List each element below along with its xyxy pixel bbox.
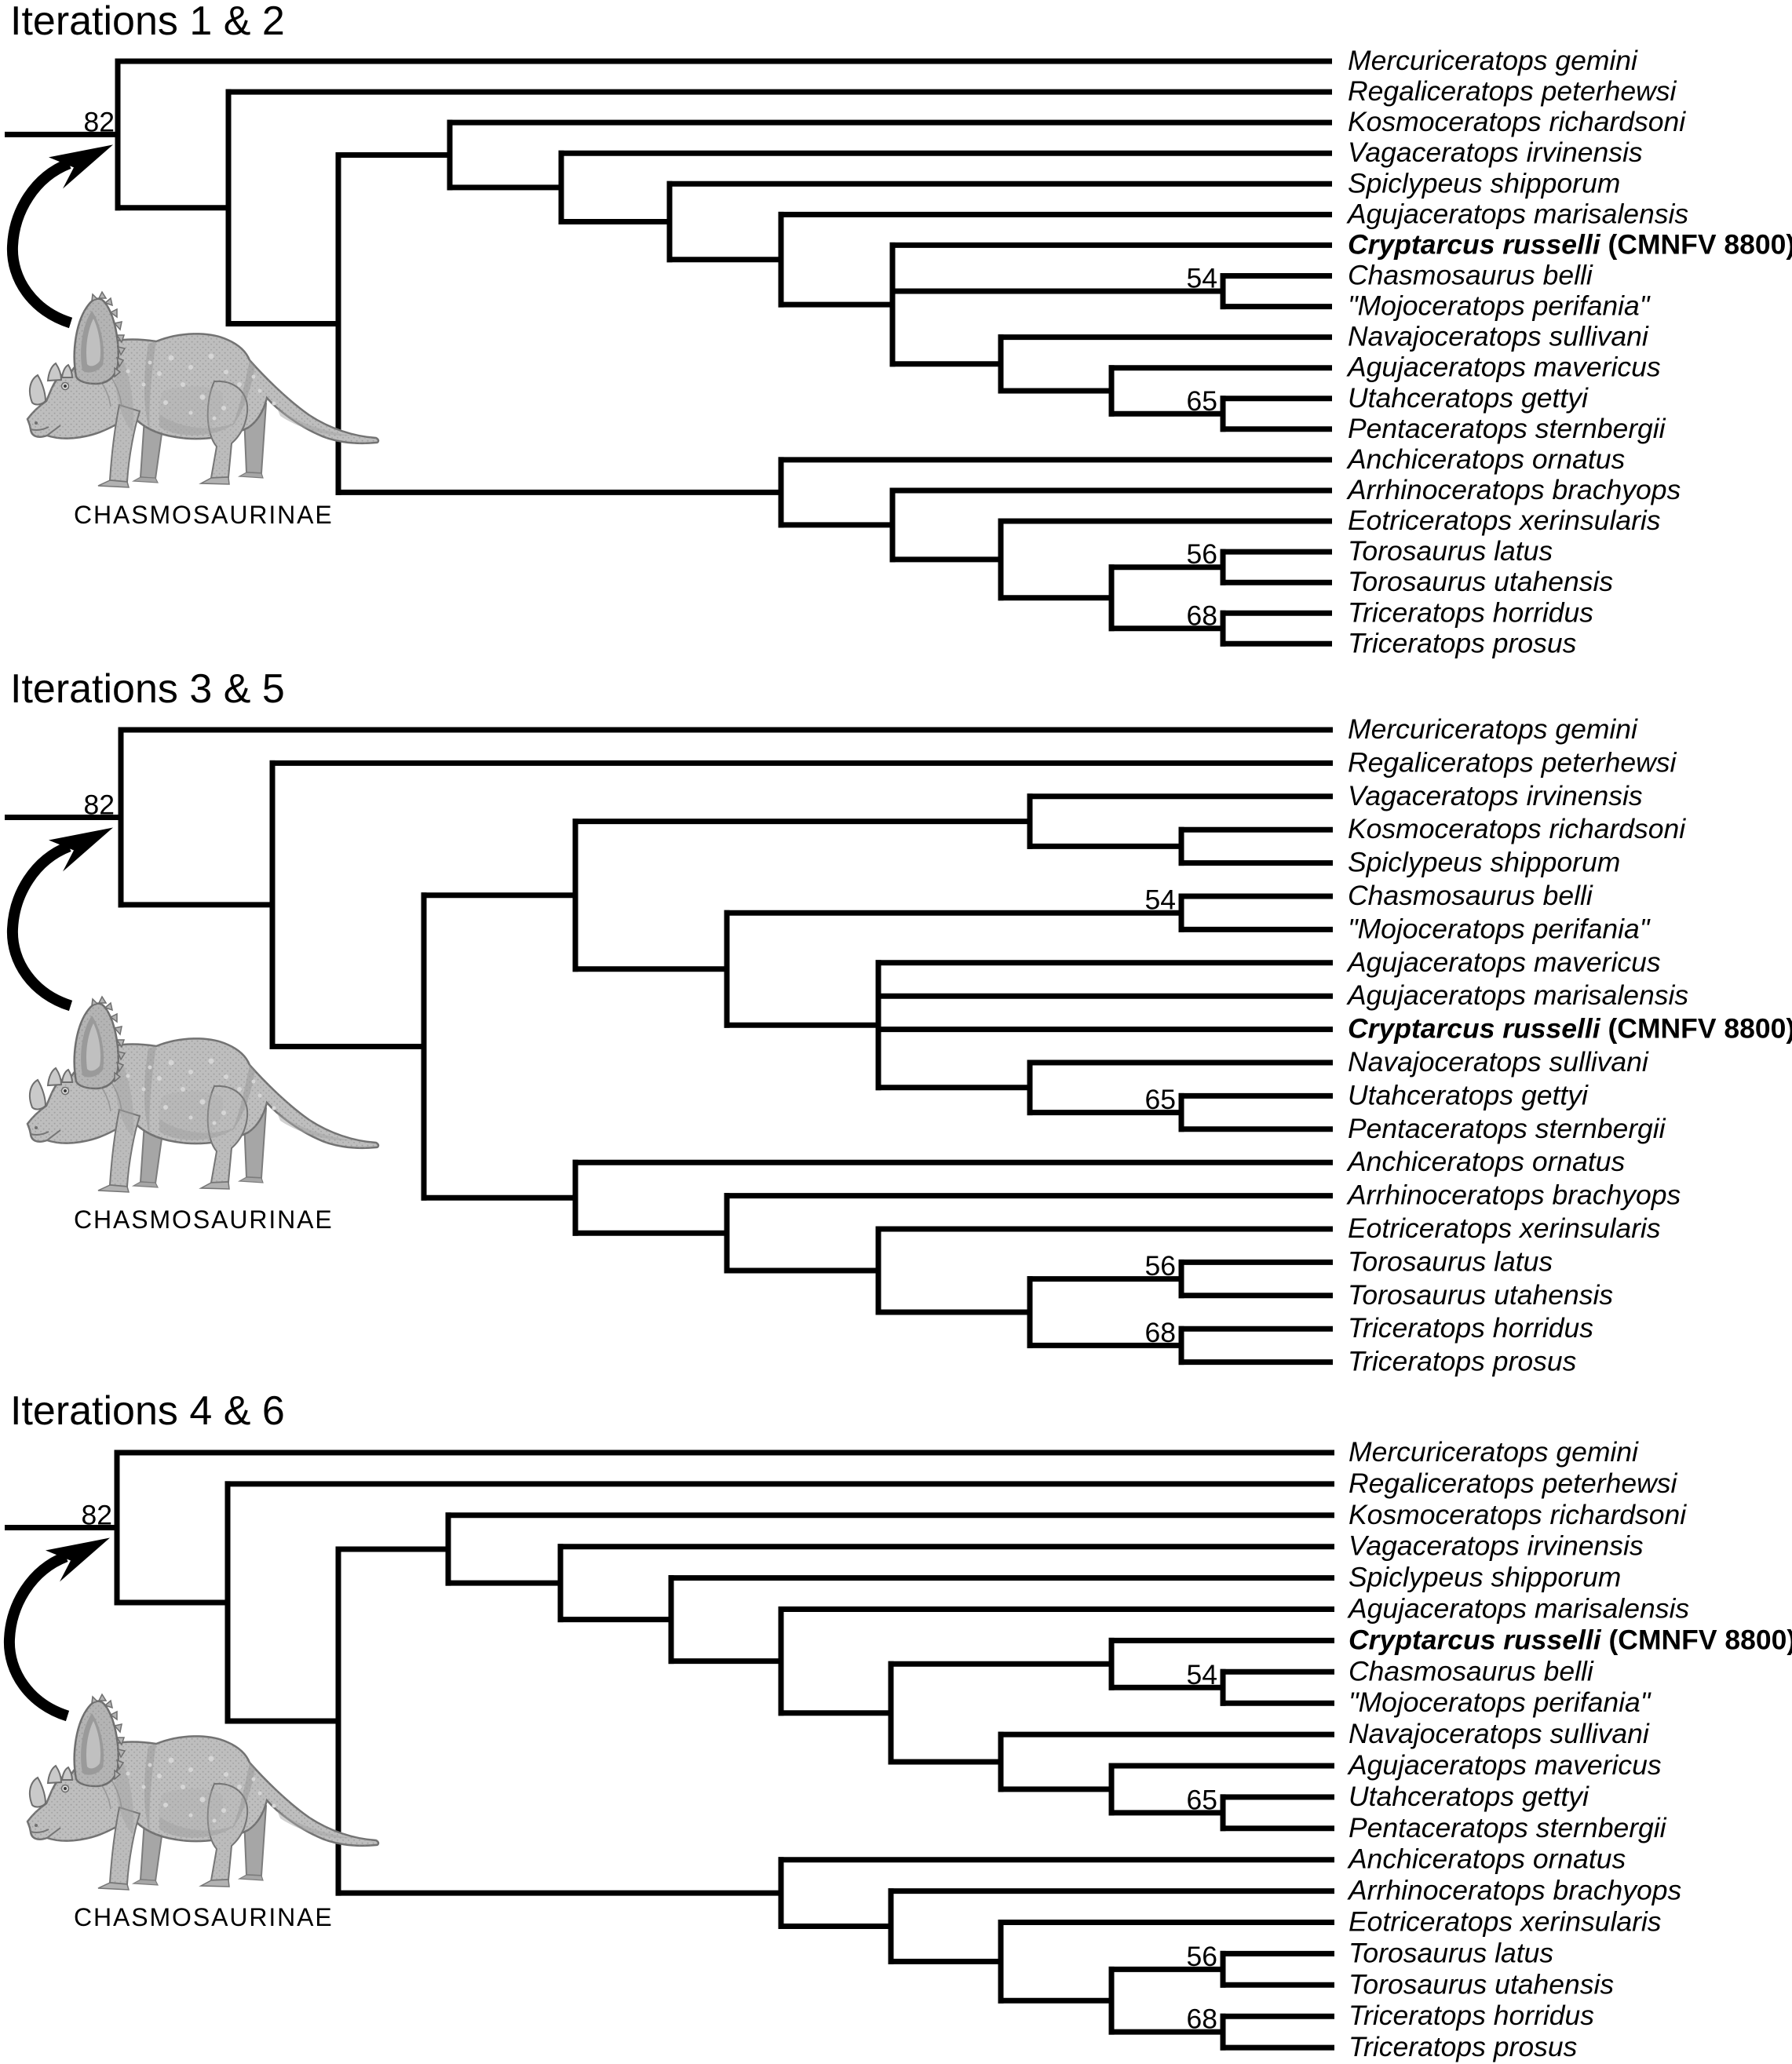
svg-text:Agujaceratops marisalensis: Agujaceratops marisalensis — [1346, 198, 1688, 229]
svg-text:Mercuriceratops gemini: Mercuriceratops gemini — [1348, 713, 1638, 745]
svg-text:54: 54 — [1145, 884, 1177, 916]
svg-text:Regaliceratops peterhewsi: Regaliceratops peterhewsi — [1349, 1468, 1677, 1499]
svg-text:Torosaurus latus: Torosaurus latus — [1349, 1937, 1553, 1968]
svg-text:Vagaceratops irvinensis: Vagaceratops irvinensis — [1348, 137, 1643, 168]
svg-text:Kosmoceratops richardsoni: Kosmoceratops richardsoni — [1348, 106, 1686, 137]
svg-text:Arrhinoceratops brachyops: Arrhinoceratops brachyops — [1347, 1875, 1681, 1906]
svg-text:"Mojoceratops perifania": "Mojoceratops perifania" — [1348, 913, 1651, 944]
svg-text:Iterations 1 & 2: Iterations 1 & 2 — [10, 0, 285, 44]
svg-text:Iterations 3 & 5: Iterations 3 & 5 — [10, 666, 285, 712]
svg-text:Arrhinoceratops brachyops: Arrhinoceratops brachyops — [1346, 1180, 1681, 1211]
svg-text:54: 54 — [1187, 1659, 1218, 1690]
svg-text:Pentaceratops sternbergii: Pentaceratops sternbergii — [1349, 1812, 1667, 1843]
svg-text:CHASMOSAURINAE: CHASMOSAURINAE — [74, 1205, 334, 1234]
svg-text:Vagaceratops irvinensis: Vagaceratops irvinensis — [1349, 1530, 1644, 1562]
svg-text:Torosaurus latus: Torosaurus latus — [1348, 1245, 1553, 1277]
svg-text:Vagaceratops irvinensis: Vagaceratops irvinensis — [1348, 780, 1643, 811]
svg-text:Anchiceratops ornatus: Anchiceratops ornatus — [1347, 1843, 1626, 1875]
svg-text:Spiclypeus shipporum: Spiclypeus shipporum — [1349, 1562, 1621, 1593]
svg-text:Torosaurus utahensis: Torosaurus utahensis — [1348, 1279, 1613, 1311]
svg-text:Kosmoceratops richardsoni: Kosmoceratops richardsoni — [1348, 813, 1686, 844]
svg-text:Regaliceratops peterhewsi: Regaliceratops peterhewsi — [1348, 75, 1677, 107]
svg-text:Mercuriceratops gemini: Mercuriceratops gemini — [1348, 45, 1638, 76]
svg-text:"Mojoceratops perifania": "Mojoceratops perifania" — [1349, 1687, 1651, 1718]
svg-text:Navajoceratops sullivani: Navajoceratops sullivani — [1348, 321, 1649, 352]
svg-text:Chasmosaurus belli: Chasmosaurus belli — [1348, 260, 1593, 291]
svg-text:Agujaceratops mavericus: Agujaceratops mavericus — [1347, 1749, 1662, 1781]
svg-text:Torosaurus utahensis: Torosaurus utahensis — [1348, 566, 1613, 597]
svg-text:82: 82 — [84, 789, 115, 821]
svg-text:54: 54 — [1187, 263, 1218, 294]
svg-text:Navajoceratops sullivani: Navajoceratops sullivani — [1349, 1718, 1650, 1749]
svg-text:Utahceratops gettyi: Utahceratops gettyi — [1348, 1079, 1589, 1110]
svg-text:Eotriceratops xerinsularis: Eotriceratops xerinsularis — [1348, 1213, 1661, 1244]
svg-text:Spiclypeus shipporum: Spiclypeus shipporum — [1348, 167, 1620, 199]
svg-text:Pentaceratops sternbergii: Pentaceratops sternbergii — [1348, 413, 1666, 444]
svg-text:"Mojoceratops perifania": "Mojoceratops perifania" — [1348, 290, 1651, 322]
svg-text:Anchiceratops ornatus: Anchiceratops ornatus — [1346, 443, 1625, 475]
svg-text:Triceratops horridus: Triceratops horridus — [1349, 2000, 1594, 2031]
svg-text:Triceratops horridus: Triceratops horridus — [1348, 596, 1593, 628]
svg-text:Agujaceratops marisalensis: Agujaceratops marisalensis — [1346, 979, 1688, 1011]
svg-text:68: 68 — [1145, 1317, 1177, 1348]
svg-text:Chasmosaurus belli: Chasmosaurus belli — [1348, 880, 1593, 911]
svg-text:56: 56 — [1187, 538, 1218, 570]
svg-text:65: 65 — [1187, 1784, 1218, 1815]
svg-text:Pentaceratops sternbergii: Pentaceratops sternbergii — [1348, 1113, 1666, 1144]
svg-text:CHASMOSAURINAE: CHASMOSAURINAE — [74, 1903, 334, 1931]
svg-text:Cryptarcus russelli (CMNFV 880: Cryptarcus russelli (CMNFV 8800) — [1348, 1013, 1792, 1045]
svg-text:Triceratops prosus: Triceratops prosus — [1348, 627, 1577, 658]
svg-text:Triceratops prosus: Triceratops prosus — [1348, 1346, 1577, 1377]
svg-text:Agujaceratops mavericus: Agujaceratops mavericus — [1346, 352, 1661, 383]
svg-text:56: 56 — [1145, 1250, 1177, 1282]
svg-text:Iterations 4 & 6: Iterations 4 & 6 — [10, 1388, 285, 1434]
svg-text:Spiclypeus shipporum: Spiclypeus shipporum — [1348, 847, 1620, 878]
svg-text:Cryptarcus russelli (CMNFV 880: Cryptarcus russelli (CMNFV 8800) — [1348, 228, 1792, 260]
svg-text:Utahceratops gettyi: Utahceratops gettyi — [1349, 1781, 1589, 1812]
svg-text:Eotriceratops xerinsularis: Eotriceratops xerinsularis — [1348, 505, 1661, 536]
svg-text:65: 65 — [1145, 1084, 1177, 1115]
svg-text:82: 82 — [84, 106, 115, 137]
svg-text:Navajoceratops sullivani: Navajoceratops sullivani — [1348, 1046, 1649, 1078]
svg-text:Chasmosaurus belli: Chasmosaurus belli — [1349, 1655, 1594, 1687]
svg-text:65: 65 — [1187, 385, 1218, 417]
svg-text:68: 68 — [1187, 2004, 1218, 2035]
svg-text:56: 56 — [1187, 1941, 1218, 1972]
svg-text:Arrhinoceratops brachyops: Arrhinoceratops brachyops — [1346, 474, 1681, 505]
svg-text:Anchiceratops ornatus: Anchiceratops ornatus — [1346, 1146, 1625, 1177]
svg-text:Torosaurus latus: Torosaurus latus — [1348, 535, 1553, 567]
svg-text:Agujaceratops marisalensis: Agujaceratops marisalensis — [1347, 1593, 1689, 1625]
svg-text:Eotriceratops xerinsularis: Eotriceratops xerinsularis — [1349, 1906, 1662, 1938]
svg-text:Regaliceratops peterhewsi: Regaliceratops peterhewsi — [1348, 746, 1677, 778]
svg-text:Mercuriceratops gemini: Mercuriceratops gemini — [1349, 1436, 1639, 1468]
svg-text:Cryptarcus russelli (CMNFV 880: Cryptarcus russelli (CMNFV 8800) — [1349, 1624, 1792, 1655]
svg-text:Torosaurus utahensis: Torosaurus utahensis — [1349, 1968, 1614, 2000]
svg-text:68: 68 — [1187, 600, 1218, 631]
svg-text:Utahceratops gettyi: Utahceratops gettyi — [1348, 382, 1589, 414]
svg-text:CHASMOSAURINAE: CHASMOSAURINAE — [74, 501, 334, 529]
svg-text:82: 82 — [82, 1500, 113, 1531]
svg-text:Kosmoceratops richardsoni: Kosmoceratops richardsoni — [1349, 1499, 1687, 1530]
svg-text:Agujaceratops mavericus: Agujaceratops mavericus — [1346, 946, 1661, 978]
svg-text:Triceratops horridus: Triceratops horridus — [1348, 1312, 1593, 1344]
svg-text:Triceratops prosus: Triceratops prosus — [1349, 2031, 1578, 2062]
